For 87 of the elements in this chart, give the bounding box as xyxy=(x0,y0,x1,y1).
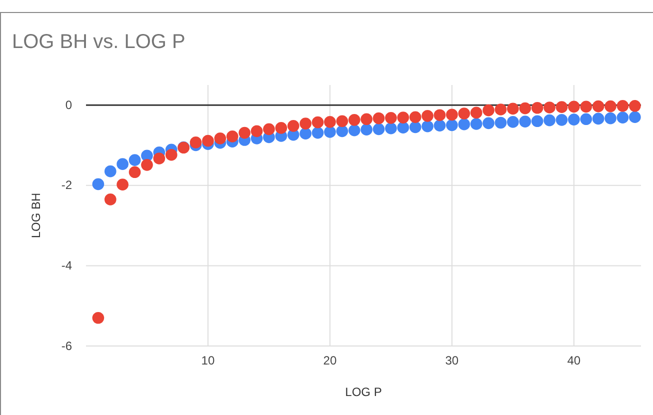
point xyxy=(116,178,129,190)
y-tick-label: -6 xyxy=(61,338,72,353)
point xyxy=(604,112,616,124)
point xyxy=(312,126,324,139)
point xyxy=(422,120,434,132)
point xyxy=(104,165,116,178)
point xyxy=(348,114,360,126)
point xyxy=(397,122,410,134)
point xyxy=(544,114,556,126)
point xyxy=(531,102,544,114)
point xyxy=(616,112,629,124)
point xyxy=(628,111,641,124)
point xyxy=(434,109,446,122)
point xyxy=(324,116,336,128)
x-tick-label: 40 xyxy=(567,354,581,368)
x-tick-label: 20 xyxy=(323,354,337,368)
point xyxy=(494,116,507,129)
point xyxy=(238,126,250,139)
point xyxy=(300,128,312,140)
point xyxy=(226,130,238,142)
point xyxy=(116,158,129,170)
point xyxy=(482,117,494,130)
point xyxy=(263,123,275,136)
point xyxy=(385,112,397,124)
point xyxy=(104,194,116,206)
point xyxy=(372,123,385,136)
y-tick-label: -2 xyxy=(61,178,72,192)
point xyxy=(616,100,629,112)
point xyxy=(556,101,568,113)
point xyxy=(300,118,312,130)
point xyxy=(422,110,434,122)
x-tick-label: 10 xyxy=(201,354,215,368)
y-tick-label: 0 xyxy=(65,98,72,112)
point xyxy=(409,111,422,124)
point xyxy=(360,113,372,126)
point xyxy=(153,152,166,164)
point xyxy=(275,122,288,134)
point xyxy=(494,104,507,116)
point xyxy=(519,116,532,128)
x-tick-label: 30 xyxy=(445,354,459,368)
point xyxy=(141,159,153,171)
point xyxy=(128,166,141,178)
point xyxy=(628,100,641,112)
point xyxy=(92,312,104,324)
point xyxy=(556,114,568,126)
point xyxy=(214,132,226,144)
point xyxy=(458,108,470,120)
point xyxy=(336,115,348,128)
chart-title: LOG BH vs. LOG P xyxy=(12,31,186,53)
y-axis-title: LOG BH xyxy=(29,192,43,238)
point xyxy=(470,106,482,119)
point xyxy=(519,102,532,114)
point xyxy=(324,126,336,138)
point xyxy=(604,100,616,112)
point xyxy=(434,120,446,132)
point xyxy=(409,121,422,134)
point xyxy=(592,100,604,112)
point xyxy=(202,134,214,147)
point xyxy=(544,102,556,114)
point xyxy=(92,178,104,190)
point xyxy=(531,115,544,128)
point xyxy=(568,114,580,126)
point xyxy=(446,119,458,132)
point xyxy=(128,154,141,166)
point xyxy=(312,116,324,128)
point xyxy=(372,112,385,124)
point xyxy=(568,100,580,113)
point xyxy=(336,125,348,138)
point xyxy=(190,136,202,148)
point xyxy=(165,148,178,161)
point xyxy=(446,108,458,121)
point xyxy=(250,125,263,138)
point xyxy=(348,124,360,136)
point xyxy=(592,112,604,125)
point xyxy=(287,120,300,132)
x-axis-title: LOG P xyxy=(345,385,382,399)
y-tick-label: -4 xyxy=(61,258,72,273)
point xyxy=(580,100,592,113)
point xyxy=(470,118,482,130)
point xyxy=(458,118,470,130)
point xyxy=(507,102,519,115)
point xyxy=(482,104,494,116)
point xyxy=(360,124,372,136)
point xyxy=(580,113,592,126)
point xyxy=(385,122,397,134)
point xyxy=(397,112,410,124)
point xyxy=(507,116,519,128)
